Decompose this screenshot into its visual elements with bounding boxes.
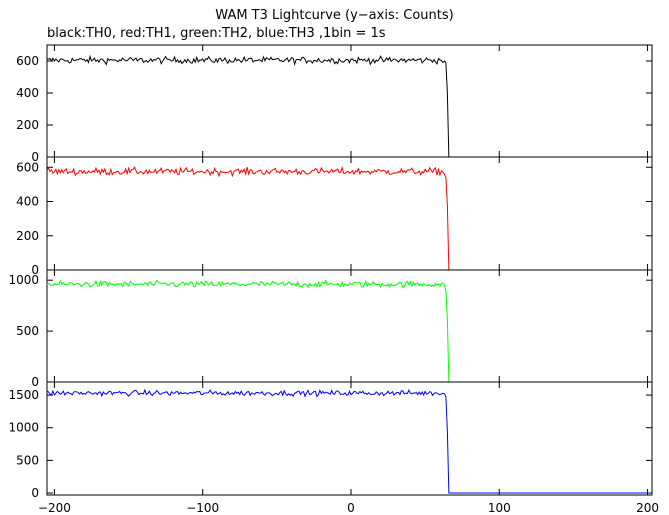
y-tick-label-TH1: 600: [16, 160, 39, 174]
series-line-TH1: [46, 165, 652, 271]
y-tick-label-TH2: 500: [16, 324, 39, 338]
y-tick-label-TH0: 0: [31, 150, 39, 164]
series-line-TH0: [46, 54, 652, 158]
chart-title: WAM T3 Lightcurve (y−axis: Counts): [215, 8, 454, 23]
y-tick-label-TH3: 0: [31, 486, 39, 500]
panel-frame-TH3: [46, 381, 653, 496]
x-tick-label: 100: [488, 501, 511, 515]
y-tick-label-TH3: 500: [16, 453, 39, 467]
y-tick-label-TH0: 200: [16, 118, 39, 132]
y-tick-label-TH1: 200: [16, 229, 39, 243]
x-tick-label: −100: [186, 501, 219, 515]
series-line-TH2: [46, 279, 652, 383]
chart-subtitle: black:TH0, red:TH1, green:TH2, blue:TH3 …: [47, 26, 386, 41]
x-tick-label: −200: [38, 501, 71, 515]
y-tick-label-TH0: 600: [16, 54, 39, 68]
y-tick-label-TH1: 0: [31, 263, 39, 277]
y-tick-label-TH0: 400: [16, 86, 39, 100]
y-tick-label-TH3: 1500: [8, 388, 39, 402]
y-tick-label-TH3: 1000: [8, 421, 39, 435]
x-tick-label: 200: [636, 501, 659, 515]
x-tick-label: 0: [347, 501, 355, 515]
series-line-TH3: [46, 388, 652, 494]
y-tick-label-TH2: 0: [31, 375, 39, 389]
y-tick-label-TH1: 400: [16, 195, 39, 209]
y-tick-label-TH2: 1000: [8, 273, 39, 287]
panel-frame-TH2: [46, 269, 653, 383]
